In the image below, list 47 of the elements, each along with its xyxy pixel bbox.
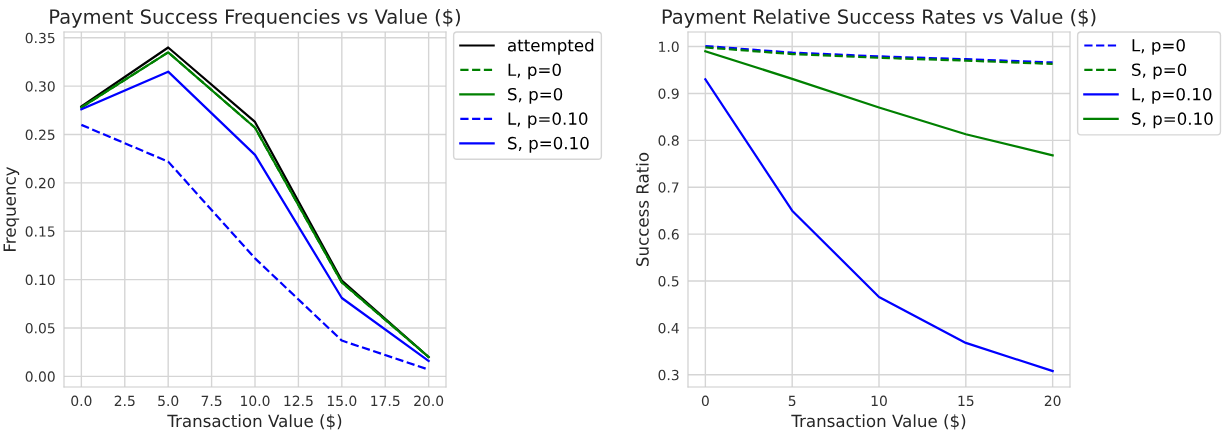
x-tick-label: 17.5	[371, 395, 400, 407]
chart-title: Payment Success Frequencies vs Value ($)	[50, 8, 460, 28]
y-tick-label: 0.35	[25, 32, 55, 44]
y-tick-label: 0.15	[25, 226, 55, 237]
x-tick-label: 10.0	[241, 395, 270, 407]
x-axis-title: Transaction Value ($)	[167, 414, 342, 430]
legend-label: L, p=0	[1132, 38, 1185, 55]
y-tick-label: 0.3	[658, 369, 679, 381]
x-tick-label: 20.0	[414, 395, 444, 407]
y-axis-title: Success Ratio	[635, 152, 649, 266]
y-tick-label: 0.10	[25, 274, 55, 286]
legend-label: attempted	[507, 38, 594, 55]
x-tick-label: 7.5	[201, 395, 222, 407]
y-tick-label: 0.05	[25, 322, 55, 334]
y-tick-label: 0.7	[658, 182, 679, 193]
x-tick-label: 20	[1044, 395, 1061, 407]
y-tick-label: 0.25	[25, 129, 55, 141]
y-tick-label: 1.0	[659, 41, 679, 53]
x-tick-label: 12.5	[284, 395, 313, 407]
x-tick-label: 5	[788, 395, 796, 407]
chart-title: Payment Relative Success Rates vs Value ($)	[662, 8, 1096, 28]
legend-label: L, p=0.10	[1132, 87, 1212, 104]
legend-label: S, p=0	[508, 87, 563, 104]
y-tick-label: 0.30	[25, 81, 55, 92]
legend-label: S, p=0	[1132, 63, 1187, 80]
legend-label: L, p=0	[508, 63, 561, 80]
y-tick-label: 0.9	[658, 88, 679, 99]
y-tick-label: 0.8	[658, 135, 679, 146]
x-axis-title: Transaction Value ($)	[791, 414, 966, 430]
x-tick-label: 2.5	[114, 395, 135, 407]
x-tick-label: 15.0	[327, 395, 357, 407]
y-tick-label: 0.20	[25, 177, 55, 189]
y-axis-title: Frequency	[3, 166, 20, 251]
legend-label: L, p=0.10	[508, 112, 588, 129]
x-tick-label: 15	[958, 395, 974, 407]
line-series	[704, 78, 1054, 373]
x-tick-label: 0	[701, 395, 709, 407]
legend-label: S, p=0.10	[1132, 112, 1213, 129]
y-tick-label: 0.00	[25, 371, 55, 382]
x-tick-label: 10	[871, 395, 887, 407]
y-tick-label: 0.5	[658, 275, 679, 287]
legend-label: S, p=0.10	[508, 136, 589, 153]
line-series	[704, 50, 1054, 157]
x-tick-label: 5.0	[158, 395, 179, 407]
y-tick-label: 0.6	[658, 229, 679, 240]
y-tick-label: 0.4	[658, 322, 679, 334]
x-tick-label: 0.0	[71, 395, 92, 407]
